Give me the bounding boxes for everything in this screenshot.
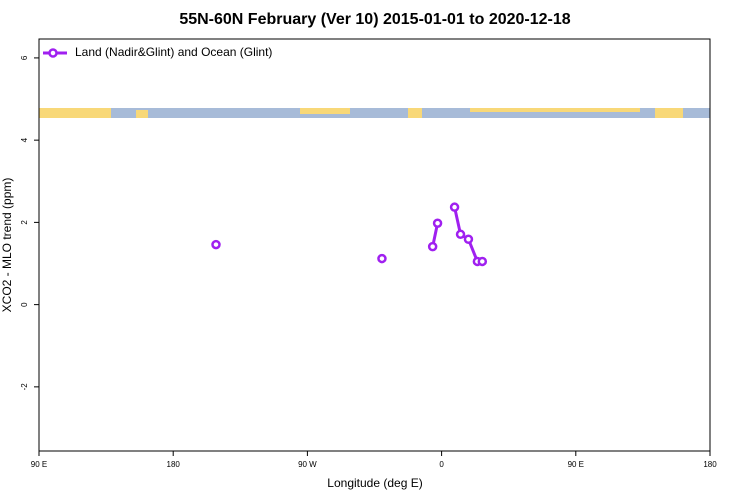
x-tick-label: 90 E <box>31 460 47 469</box>
x-tick-label: 90 E <box>568 460 584 469</box>
y-tick-label: 2 <box>20 220 29 225</box>
y-tick-label: 0 <box>20 302 29 307</box>
x-axis-label: Longitude (deg E) <box>327 476 422 490</box>
y-tick-label: 4 <box>20 137 29 142</box>
data-point <box>463 234 474 244</box>
chart-title: 55N-60N February (Ver 10) 2015-01-01 to … <box>179 11 570 28</box>
legend-label: Land (Nadir&Glint) and Ocean (Glint) <box>75 45 272 59</box>
y-tick-label: -2 <box>20 383 29 391</box>
data-point <box>477 256 488 267</box>
data-point <box>455 229 466 240</box>
data-point <box>427 241 438 252</box>
x-tick-label: 180 <box>167 460 181 469</box>
x-tick-label: 90 W <box>298 460 317 469</box>
x-tick-label: 180 <box>703 460 717 469</box>
legend-marker <box>48 48 58 58</box>
data-point <box>211 239 221 250</box>
data-point <box>449 202 460 212</box>
data-point <box>377 253 387 264</box>
map-strip <box>39 108 710 118</box>
y-axis-label: XCO2 - MLO trend (ppm) <box>0 178 14 313</box>
plot-frame <box>38 38 711 452</box>
data-point <box>432 218 443 228</box>
y-tick-label: 6 <box>20 55 29 60</box>
x-tick-label: 0 <box>439 460 444 469</box>
